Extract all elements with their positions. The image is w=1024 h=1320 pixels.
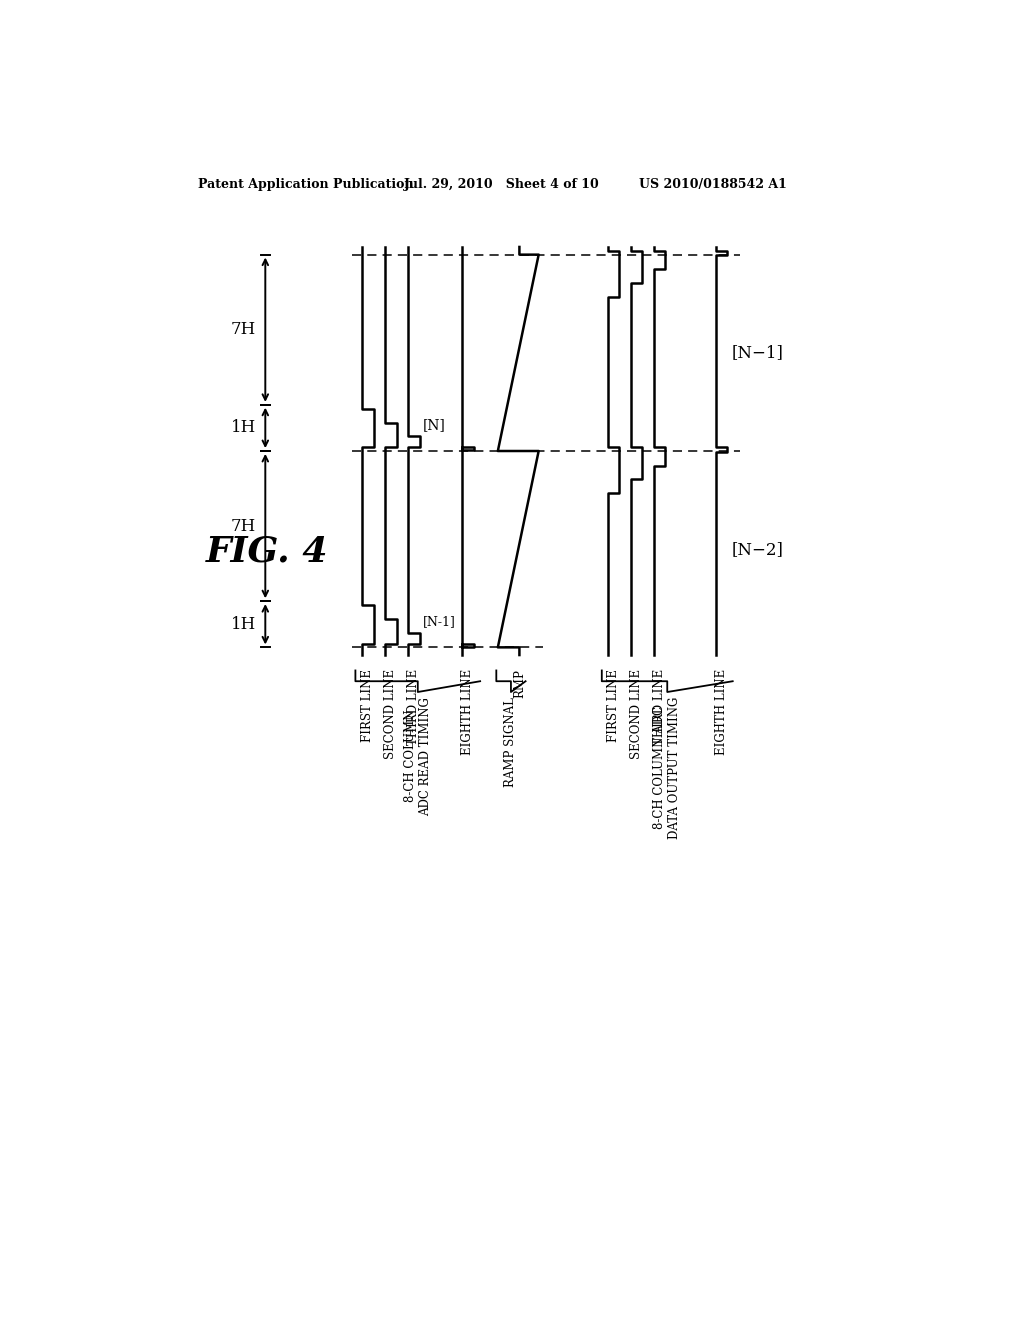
Text: 7H: 7H	[230, 517, 256, 535]
Text: [N−1]: [N−1]	[731, 345, 783, 362]
Text: Patent Application Publication: Patent Application Publication	[199, 178, 414, 190]
Text: SECOND LINE: SECOND LINE	[630, 669, 643, 759]
Text: EIGHTH LINE: EIGHTH LINE	[715, 669, 728, 755]
Text: FIG. 4: FIG. 4	[206, 535, 329, 568]
Text: THIRD LINE: THIRD LINE	[653, 669, 666, 746]
Text: 1H: 1H	[230, 420, 256, 437]
Text: [N−2]: [N−2]	[731, 541, 783, 557]
Text: [N-1]: [N-1]	[422, 615, 456, 628]
Text: US 2010/0188542 A1: US 2010/0188542 A1	[639, 178, 786, 190]
Text: 8-CH COLUMN ADC
DATA OUTPUT TIMING: 8-CH COLUMN ADC DATA OUTPUT TIMING	[653, 697, 681, 840]
Text: Jul. 29, 2010   Sheet 4 of 10: Jul. 29, 2010 Sheet 4 of 10	[403, 178, 600, 190]
Text: 7H: 7H	[230, 321, 256, 338]
Text: FIRST LINE: FIRST LINE	[607, 669, 620, 742]
Text: [N]: [N]	[422, 418, 445, 433]
Text: THIRD LINE: THIRD LINE	[408, 669, 421, 746]
Text: SECOND LINE: SECOND LINE	[384, 669, 397, 759]
Text: RMP: RMP	[513, 669, 526, 698]
Text: EIGHTH LINE: EIGHTH LINE	[462, 669, 474, 755]
Text: RAMP SIGNAL: RAMP SIGNAL	[505, 697, 517, 787]
Text: 1H: 1H	[230, 615, 256, 632]
Text: FIRST LINE: FIRST LINE	[361, 669, 374, 742]
Text: 8-CH COLUMN
ADC READ TIMING: 8-CH COLUMN ADC READ TIMING	[403, 697, 432, 816]
